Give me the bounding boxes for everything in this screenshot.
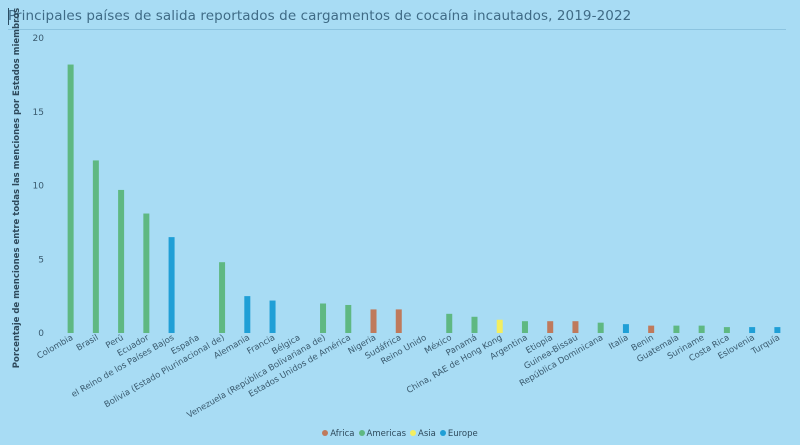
bar-francia[interactable] [269,300,276,333]
y-tick-label: 5 [38,255,44,265]
bar-colombia[interactable] [67,64,74,334]
legend-swatch [322,430,329,436]
legend-swatch [358,430,365,436]
x-tick-label: Brasil [75,333,101,354]
bar-costa-rica[interactable] [723,327,730,333]
bar-perú[interactable] [118,189,125,333]
bar-el-reino-de-los-países-bajos[interactable] [168,237,175,333]
bars [67,64,781,334]
y-axis: 0 5 10 15 20 [33,34,45,339]
bar-benin[interactable] [648,325,655,333]
legend-item-asia[interactable]: Asia [410,429,436,439]
bar-nigeria[interactable] [370,309,377,333]
legend-item-americas[interactable]: Americas [358,429,407,439]
text-cursor [8,8,9,25]
bar-guatemala[interactable] [673,325,680,333]
legend-label: Asia [418,429,436,439]
bar-china-rae-de-hong-kong[interactable] [496,319,503,333]
bar-suriname[interactable] [698,325,705,333]
legend-label: Africa [330,429,355,439]
bar-sudáfrica[interactable] [395,309,402,333]
x-tick-label: Italia [607,333,630,352]
legend-item-europe[interactable]: Europe [439,429,478,439]
bar-bolivia-estado-plurinacional-de-[interactable] [219,262,226,333]
y-axis-label: Porcentaje de menciones entre todas las … [12,8,22,368]
bar-turquía[interactable] [774,327,781,333]
bar-argentina[interactable] [521,321,528,333]
bar-méxico[interactable] [446,313,453,333]
bar-venezuela-república-bolivariana-de-[interactable] [320,303,327,334]
bar-etiopía[interactable] [547,321,554,333]
y-tick-label: 15 [33,108,44,118]
legend-swatch [410,430,416,436]
bar-italia[interactable] [622,324,629,333]
y-tick-label: 20 [33,34,45,44]
bar-guinea-bissau[interactable] [572,321,579,333]
bar-alemania[interactable] [244,296,251,333]
legend-label: Americas [366,429,407,439]
bar-panamá[interactable] [471,316,478,333]
y-tick-label: 10 [33,182,45,192]
bar-estados-unidos-de-américa[interactable] [345,304,352,333]
y-tick-label: 0 [38,329,44,339]
chart-title: Principales países de salida reportados … [8,8,632,24]
bar-brasil[interactable] [92,160,99,333]
legend-item-africa[interactable]: Africa [322,429,355,439]
x-tick-label: Turquía [749,333,782,358]
title-divider [8,29,786,30]
bar-eslovenia[interactable] [749,327,756,333]
legend: Africa Americas Asia Europe [0,429,800,439]
legend-swatch [439,430,446,436]
legend-label: Europe [447,429,478,439]
bar-ecuador[interactable] [143,213,150,333]
bar-república-dominicana[interactable] [597,322,604,333]
